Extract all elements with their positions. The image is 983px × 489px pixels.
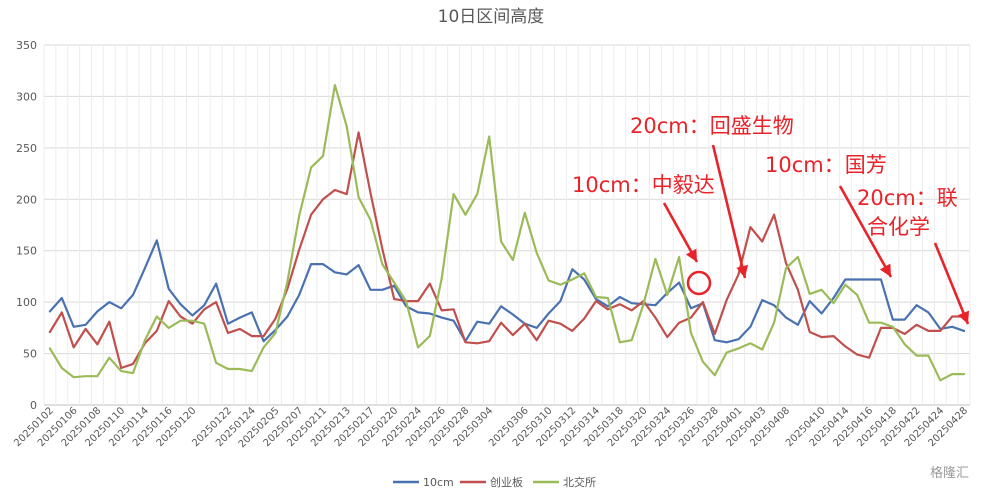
- legend-label: 创业板: [490, 475, 523, 489]
- chart-title: 10日区间高度: [438, 7, 545, 27]
- y-tick-label: 100: [16, 296, 37, 309]
- y-tick-label: 250: [16, 142, 37, 155]
- annotation-arrowhead: [736, 264, 749, 278]
- annotation-text: 合化学: [867, 215, 930, 239]
- annotation-text: 10cm：中毅达: [572, 173, 715, 197]
- series-lines: [48, 83, 966, 382]
- legend-label: 10cm: [423, 476, 454, 489]
- y-tick-label: 50: [23, 348, 37, 361]
- y-tick-label: 0: [30, 399, 37, 412]
- series-line-10cm: [48, 239, 966, 344]
- y-axis-ticks: 0 50 100 150 200 250 300 350: [16, 39, 37, 412]
- y-tick-label: 350: [16, 39, 37, 52]
- annotation-arrowhead: [879, 263, 891, 277]
- legend-label: 北交所: [563, 475, 596, 489]
- annotation-arrowhead: [685, 248, 697, 262]
- annotation-text: 20cm：联: [857, 186, 958, 210]
- y-tick-label: 200: [16, 193, 37, 206]
- annotation-text: 20cm：回盛生物: [630, 114, 794, 138]
- legend: 10cm 创业板 北交所: [393, 475, 596, 489]
- annotation-arrow: [838, 185, 893, 278]
- annotation-arrow: [711, 144, 747, 279]
- series-line-创业板: [48, 131, 966, 370]
- series-line-北交所: [48, 83, 966, 382]
- annotation-arrow: [933, 242, 970, 325]
- watermark-logo: 格隆汇: [929, 466, 969, 481]
- highlight-circle: [686, 270, 712, 296]
- y-tick-label: 150: [16, 245, 37, 258]
- x-axis-ticks: 2025010220250106202501082025011020250114…: [12, 405, 970, 450]
- annotation-text: 10cm：国芳: [765, 153, 887, 177]
- y-tick-label: 300: [16, 90, 37, 103]
- gridlines: [43, 44, 971, 406]
- annotation-arrowhead: [957, 310, 970, 324]
